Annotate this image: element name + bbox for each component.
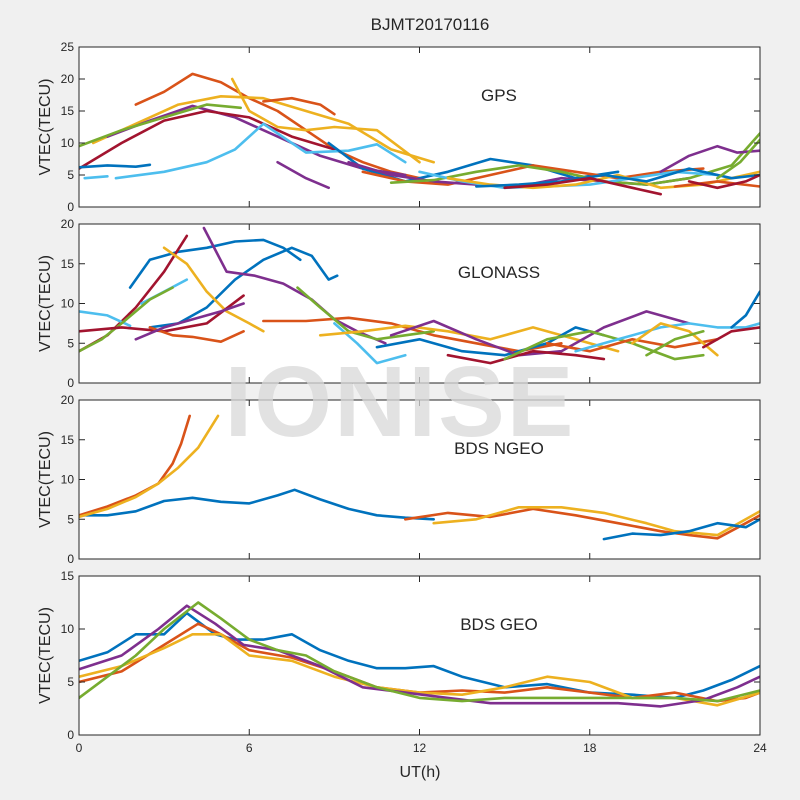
series-line-1	[134, 72, 421, 180]
series-line-13	[361, 164, 705, 186]
series-line-6	[79, 163, 152, 169]
series-line-20	[545, 338, 719, 353]
x-tick-label: 0	[76, 741, 83, 755]
y-tick-label: 20	[61, 393, 75, 407]
figure-title: BJMT20170116	[371, 15, 490, 34]
series-line-8	[114, 122, 407, 180]
series-line-4	[79, 103, 242, 148]
y-tick-label: 15	[61, 257, 75, 271]
y-tick-label: 5	[67, 675, 74, 689]
series-line-10	[148, 326, 245, 343]
series-line-23	[702, 326, 760, 349]
series-line-4	[162, 246, 265, 333]
series-line-5	[432, 506, 760, 537]
y-tick-label: 5	[67, 336, 74, 350]
y-tick-label: 10	[61, 297, 75, 311]
series-line-2	[91, 95, 435, 164]
y-tick-label: 0	[67, 552, 74, 566]
series-line-23	[716, 138, 760, 180]
panel-gps: 0 5 10 15 20 25 VTEC(TECU) GPS	[37, 40, 761, 214]
panel-label: BDS NGEO	[454, 439, 544, 458]
series-line-25	[645, 330, 705, 357]
series-line-15	[389, 132, 760, 186]
y-tick-label: 5	[67, 168, 74, 182]
series-line-22	[631, 322, 719, 357]
series-line-11	[276, 160, 330, 190]
y-tick-label: 10	[61, 136, 75, 150]
series-line-21	[574, 322, 760, 353]
plot-area	[79, 576, 760, 735]
series-line-17	[389, 310, 691, 357]
x-axis-label: UT(h)	[400, 764, 441, 781]
y-axis-label: VTEC(TECU)	[37, 255, 54, 352]
series-line-2	[148, 246, 339, 329]
y-tick-label: 15	[61, 104, 75, 118]
panel-glonass: 0 5 10 15 20 VTEC(TECU) GLONASS	[37, 217, 761, 390]
plot-area	[79, 400, 760, 559]
series-line-6	[602, 518, 760, 541]
series-line-8	[79, 286, 174, 353]
series-line-21	[673, 180, 760, 188]
series-line-13	[296, 286, 435, 341]
series-line-5	[202, 226, 387, 345]
y-tick-label: 25	[61, 40, 75, 54]
x-tick-label: 12	[413, 741, 427, 755]
series-group	[79, 226, 760, 365]
y-axis-label: VTEC(TECU)	[37, 431, 54, 528]
series-line-4	[79, 604, 760, 708]
x-tick-label: 18	[583, 741, 597, 755]
y-tick-label: 0	[67, 376, 74, 390]
series-line-19	[503, 176, 662, 196]
series-group	[79, 601, 760, 708]
series-line-22	[687, 173, 760, 190]
y-tick-label: 20	[61, 217, 75, 231]
series-line-9	[230, 77, 421, 164]
y-tick-label: 20	[61, 72, 75, 86]
series-line-18	[475, 167, 760, 188]
y-tick-label: 15	[61, 433, 75, 447]
series-line-18	[446, 349, 606, 365]
plot-area	[79, 224, 760, 383]
y-axis-label: VTEC(TECU)	[37, 607, 54, 704]
panel-label: GLONASS	[458, 263, 540, 282]
y-tick-label: 10	[61, 473, 75, 487]
panel-label: GPS	[481, 86, 517, 105]
y-tick-label: 5	[67, 512, 74, 526]
series-line-24	[730, 290, 760, 329]
x-tick-label: 6	[246, 741, 253, 755]
series-line-5	[79, 601, 760, 703]
series-line-11	[134, 302, 245, 341]
series-group	[79, 414, 760, 541]
y-tick-label: 10	[61, 622, 75, 636]
series-line-10	[262, 96, 336, 116]
x-tick-label: 24	[753, 741, 767, 755]
series-line-20	[659, 144, 760, 174]
series-line-19	[503, 330, 705, 361]
y-tick-label: 0	[67, 728, 74, 742]
series-group	[79, 72, 760, 196]
series-line-1	[79, 488, 435, 521]
y-tick-label: 0	[67, 200, 74, 214]
y-axis-label: VTEC(TECU)	[37, 79, 54, 176]
series-line-3	[79, 414, 220, 519]
series-line-16	[375, 326, 606, 357]
panel-bds-ngeo: 0 5 10 15 20 VTEC(TECU) BDS NGEO	[37, 393, 761, 566]
series-line-1	[128, 238, 302, 289]
series-line-7	[83, 175, 109, 180]
panel-label: BDS GEO	[460, 615, 537, 634]
series-line-12	[327, 141, 620, 183]
series-line-5	[79, 109, 336, 170]
series-line-4	[404, 507, 760, 540]
panel-bds-geo: 0 5 10 15 0 6 12 18 24 VTEC(TECU) BDS GEO	[37, 569, 767, 755]
series-line-3	[106, 104, 407, 177]
y-tick-label: 15	[61, 569, 75, 583]
